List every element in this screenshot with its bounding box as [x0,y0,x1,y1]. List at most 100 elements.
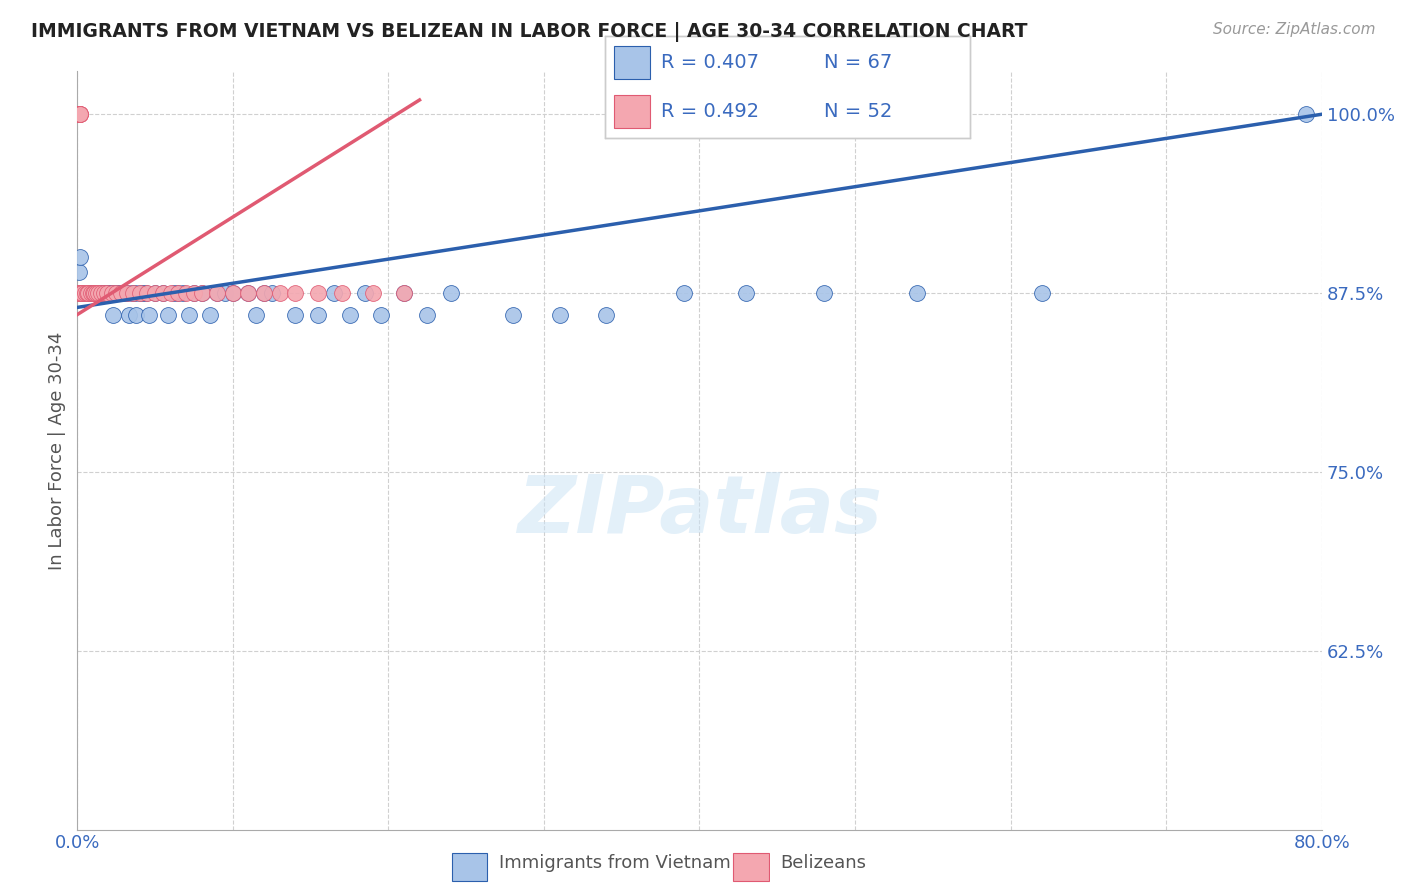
Point [735,286,758,301]
Point [118,308,141,322]
Point [128,286,150,301]
Point [124,286,146,301]
Point [69,286,91,301]
Point [354,286,377,301]
Text: Source: ZipAtlas.com: Source: ZipAtlas.com [1212,22,1375,37]
Point [82,286,104,301]
Point [1295,107,1317,121]
Point [183,286,205,301]
Point [67,107,90,121]
Point [69,286,91,301]
Point [136,286,159,301]
Point [112,286,135,301]
Point [392,286,415,301]
Point [163,286,186,301]
Point [330,286,353,301]
Point [67,286,90,301]
Point [128,286,150,301]
Point [75,286,97,301]
Point [69,250,91,264]
Point [110,286,132,301]
Point [245,308,267,322]
Point [100,286,122,301]
Point [167,286,190,301]
Point [69,107,91,121]
Point [260,286,283,301]
Point [101,308,124,322]
Point [361,286,384,301]
Point [90,286,112,301]
Point [67,107,90,121]
Point [115,286,138,301]
Point [96,286,118,301]
Point [548,308,571,322]
Point [69,286,91,301]
Text: R = 0.492: R = 0.492 [661,102,759,121]
Point [80,286,103,301]
Point [69,107,91,121]
Point [214,286,236,301]
Point [143,286,166,301]
Point [284,286,307,301]
Point [284,308,307,322]
Point [131,286,153,301]
Point [143,286,166,301]
Text: N = 67: N = 67 [824,53,893,72]
Point [167,286,190,301]
Point [416,308,439,322]
Point [83,286,105,301]
Point [70,286,93,301]
Text: ZIPatlas: ZIPatlas [517,472,882,550]
Point [269,286,291,301]
Point [86,286,108,301]
Point [97,286,120,301]
Point [100,286,122,301]
Point [152,286,174,301]
Point [502,308,524,322]
Point [69,286,91,301]
Point [93,286,115,301]
Point [207,286,229,301]
Text: Belizeans: Belizeans [780,855,866,872]
Text: R = 0.407: R = 0.407 [661,53,759,72]
Point [110,286,132,301]
Point [439,286,461,301]
Point [77,286,100,301]
Point [82,286,104,301]
Point [339,308,361,322]
Point [222,286,245,301]
Point [90,286,112,301]
Point [80,286,103,301]
Point [179,308,201,322]
Point [96,286,118,301]
Point [207,286,229,301]
Point [905,286,928,301]
Point [152,286,174,301]
Point [190,286,214,301]
Text: N = 52: N = 52 [824,102,893,121]
Point [122,286,145,301]
Point [67,265,90,279]
Point [91,286,114,301]
Point [156,308,179,322]
Point [67,107,90,121]
Point [813,286,835,301]
Text: IMMIGRANTS FROM VIETNAM VS BELIZEAN IN LABOR FORCE | AGE 30-34 CORRELATION CHART: IMMIGRANTS FROM VIETNAM VS BELIZEAN IN L… [31,22,1028,42]
Y-axis label: In Labor Force | Age 30-34: In Labor Force | Age 30-34 [48,331,66,570]
Point [93,286,115,301]
Point [105,286,128,301]
Point [595,308,617,322]
Point [67,107,90,121]
Point [125,308,148,322]
Point [159,286,181,301]
Point [1031,286,1053,301]
Point [672,286,695,301]
Point [82,286,104,301]
Point [84,286,107,301]
Point [121,286,143,301]
Point [76,286,98,301]
Point [115,286,138,301]
Point [392,286,415,301]
Point [253,286,276,301]
Point [174,286,197,301]
